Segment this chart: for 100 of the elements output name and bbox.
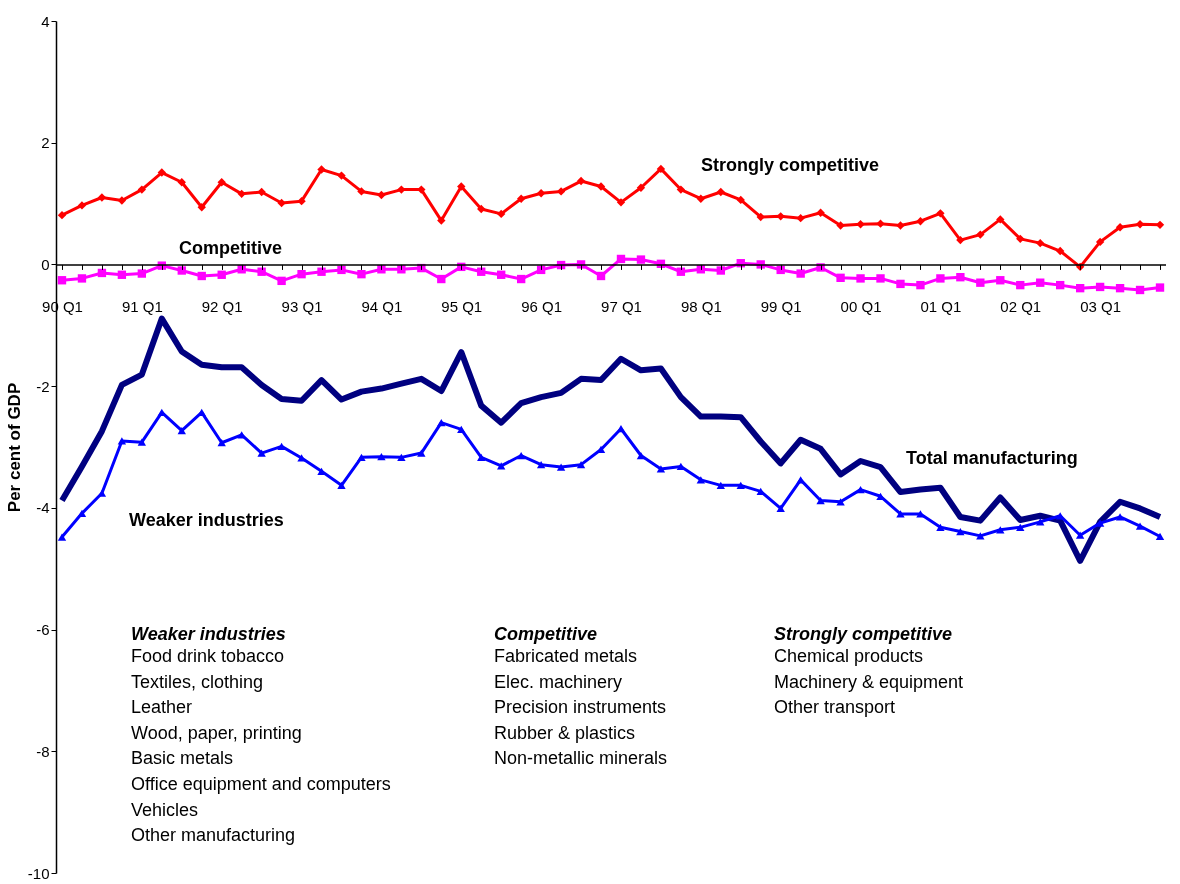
point xyxy=(257,267,266,276)
x-tick-label: 00 Q1 xyxy=(840,297,882,315)
point xyxy=(497,209,506,219)
point xyxy=(916,280,925,290)
point xyxy=(357,453,366,461)
point xyxy=(716,481,725,489)
point xyxy=(716,266,725,275)
point xyxy=(556,463,566,471)
point xyxy=(1095,519,1105,527)
point xyxy=(57,210,67,220)
point xyxy=(916,217,925,226)
point xyxy=(956,527,965,536)
point xyxy=(616,198,626,207)
point xyxy=(616,425,626,433)
point xyxy=(437,419,446,427)
x-tick-label: 01 Q1 xyxy=(920,297,962,315)
point xyxy=(277,442,286,451)
point xyxy=(297,196,306,206)
point xyxy=(876,274,885,283)
point xyxy=(357,187,366,196)
point xyxy=(57,533,67,541)
point xyxy=(277,276,286,286)
point xyxy=(696,194,706,203)
point xyxy=(1095,282,1105,292)
point xyxy=(1016,280,1025,290)
point xyxy=(756,212,765,222)
point xyxy=(1056,246,1065,256)
point xyxy=(477,204,486,214)
point xyxy=(536,461,546,469)
point xyxy=(417,449,426,457)
point xyxy=(97,268,107,278)
point xyxy=(157,168,166,177)
point xyxy=(1075,283,1085,293)
point xyxy=(1036,518,1045,526)
point xyxy=(856,485,865,494)
point xyxy=(616,254,626,264)
point xyxy=(996,276,1005,285)
point xyxy=(576,461,586,469)
point xyxy=(217,178,226,187)
x-tick-label: 92 Q1 xyxy=(201,297,243,315)
x-tick-label: 98 Q1 xyxy=(680,297,722,315)
annotation: Strongly competitive Chemical products Machinery & equipment Other transport xyxy=(774,624,964,718)
x-tick-label: 95 Q1 xyxy=(441,297,483,315)
point xyxy=(736,481,745,489)
point xyxy=(217,270,226,279)
point xyxy=(756,487,765,496)
point xyxy=(1036,278,1045,287)
point xyxy=(177,266,186,275)
text: Weaker industries Food drink tobacco Textiles, clothing Leather Wood, paper, printing Basic metals Office equipment and computers Vehicles Other manufacturing xyxy=(131,624,391,846)
point xyxy=(936,523,945,531)
point xyxy=(117,270,127,279)
point xyxy=(377,453,386,461)
point xyxy=(497,270,506,279)
point xyxy=(1056,512,1065,520)
y-tick-label: -10 xyxy=(27,864,50,882)
point xyxy=(556,187,566,196)
point xyxy=(836,273,845,282)
point xyxy=(956,273,965,282)
x-tick-label: 99 Q1 xyxy=(760,297,802,315)
point xyxy=(337,265,346,275)
x-tick-label: 03 Q1 xyxy=(1080,297,1122,315)
point xyxy=(97,193,107,202)
point xyxy=(1016,523,1025,531)
x-tick-label: 97 Q1 xyxy=(601,297,642,315)
point xyxy=(337,481,346,489)
point xyxy=(596,182,606,191)
y-tick-label: 4 xyxy=(41,12,50,30)
point xyxy=(217,439,226,447)
point xyxy=(1115,223,1125,232)
point xyxy=(1036,238,1045,248)
point xyxy=(257,187,266,197)
point xyxy=(477,453,486,461)
point xyxy=(656,465,666,473)
point xyxy=(177,426,186,435)
point xyxy=(636,255,646,264)
point xyxy=(337,171,346,180)
point xyxy=(1075,531,1085,539)
x-tick-label: 91 Q1 xyxy=(121,297,163,315)
point xyxy=(856,274,865,283)
point xyxy=(1095,237,1105,247)
point xyxy=(317,165,326,174)
point xyxy=(776,504,785,513)
point xyxy=(417,185,426,194)
point xyxy=(596,271,606,281)
point xyxy=(377,190,386,200)
point xyxy=(916,510,925,518)
point xyxy=(137,438,147,446)
point xyxy=(177,178,186,187)
point xyxy=(197,271,206,281)
series-label: Weaker industries xyxy=(129,510,284,530)
point xyxy=(1056,280,1065,290)
point xyxy=(636,451,646,460)
y-tick-label: -8 xyxy=(36,742,50,760)
point xyxy=(836,221,845,230)
point xyxy=(896,279,905,289)
point xyxy=(237,189,246,199)
annotation: Competitive Fabricated metals Elec. machinery Precision instruments Rubber & plastics Non-metallic minerals xyxy=(494,624,668,769)
point xyxy=(936,274,945,283)
point xyxy=(137,269,147,278)
point xyxy=(516,194,526,203)
